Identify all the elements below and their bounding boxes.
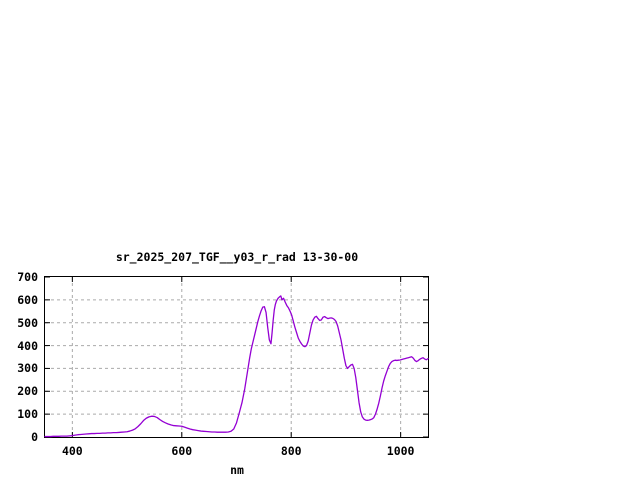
y-tick-label: 0 bbox=[31, 430, 38, 444]
y-tick-label: 700 bbox=[17, 270, 38, 284]
y-tick-label: 500 bbox=[17, 315, 38, 330]
y-tick-label: 600 bbox=[17, 292, 38, 307]
x-tick-label: 1000 bbox=[386, 444, 415, 458]
y-tick-label: 300 bbox=[17, 361, 38, 376]
spectrum-curve bbox=[44, 295, 429, 438]
x-tick-label: 400 bbox=[61, 444, 83, 458]
y-tick-label: 400 bbox=[17, 338, 38, 353]
x-tick-label: 800 bbox=[280, 444, 302, 458]
x-tick-label: 600 bbox=[171, 444, 193, 458]
chart-title: sr_2025_207_TGF__y03_r_rad 13-30-00 bbox=[115, 250, 359, 264]
y-tick-label: 200 bbox=[17, 384, 38, 399]
x-axis-label: nm bbox=[230, 463, 244, 477]
y-tick-label: 100 bbox=[17, 407, 38, 422]
plot-area bbox=[44, 276, 429, 438]
